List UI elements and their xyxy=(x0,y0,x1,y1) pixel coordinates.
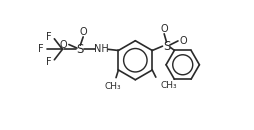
Text: F: F xyxy=(46,57,51,67)
Text: S: S xyxy=(163,40,170,53)
Text: S: S xyxy=(77,43,84,56)
Text: F: F xyxy=(46,32,51,42)
Text: O: O xyxy=(59,40,67,50)
Text: O: O xyxy=(180,36,187,46)
Text: O: O xyxy=(160,24,168,34)
Text: NH: NH xyxy=(94,44,109,54)
Text: F: F xyxy=(39,44,44,54)
Text: O: O xyxy=(79,27,87,37)
Text: CH₃: CH₃ xyxy=(104,82,121,91)
Text: CH₃: CH₃ xyxy=(161,81,177,90)
